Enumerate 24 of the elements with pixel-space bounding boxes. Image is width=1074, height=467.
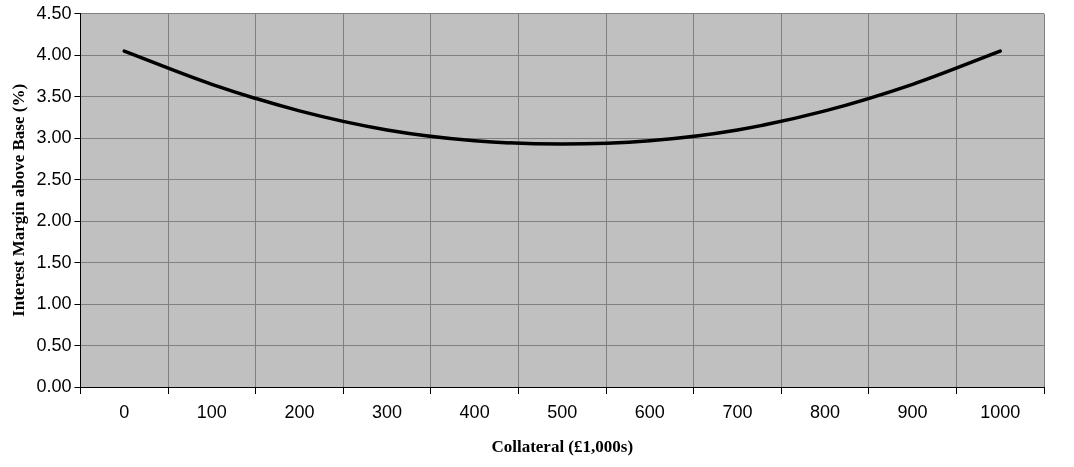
y-tick-label: 2.50 [36, 168, 72, 189]
x-tick-label: 900 [897, 401, 928, 422]
y-tick-label: 1.00 [36, 293, 72, 314]
y-tick-label: 4.50 [36, 2, 72, 23]
x-tick-label: 300 [372, 401, 403, 422]
x-tick-label: 200 [284, 401, 315, 422]
x-tick-label: 700 [722, 401, 753, 422]
x-tick-label: 600 [634, 401, 665, 422]
y-tick-label: 1.50 [36, 251, 72, 272]
y-tick-label: 3.50 [36, 85, 72, 106]
x-tick-label: 100 [196, 401, 227, 422]
x-tick-label: 400 [459, 401, 490, 422]
y-axis-title: Interest Margin above Base (%) [8, 83, 28, 317]
x-tick-label: 800 [809, 401, 841, 422]
x-tick-label: 500 [547, 401, 578, 422]
x-tick-label: 0 [119, 401, 130, 422]
y-tick-label: 0.00 [36, 375, 72, 396]
x-tick-label: 1000 [980, 401, 1021, 422]
y-tick-label: 3.00 [36, 127, 72, 148]
x-axis-title: Collateral (£1,000s) [491, 437, 634, 457]
y-tick-label: 0.50 [36, 334, 72, 355]
line-series [122, 49, 1002, 146]
y-tick-label: 4.00 [36, 44, 72, 65]
y-tick-label: 2.00 [36, 210, 72, 231]
